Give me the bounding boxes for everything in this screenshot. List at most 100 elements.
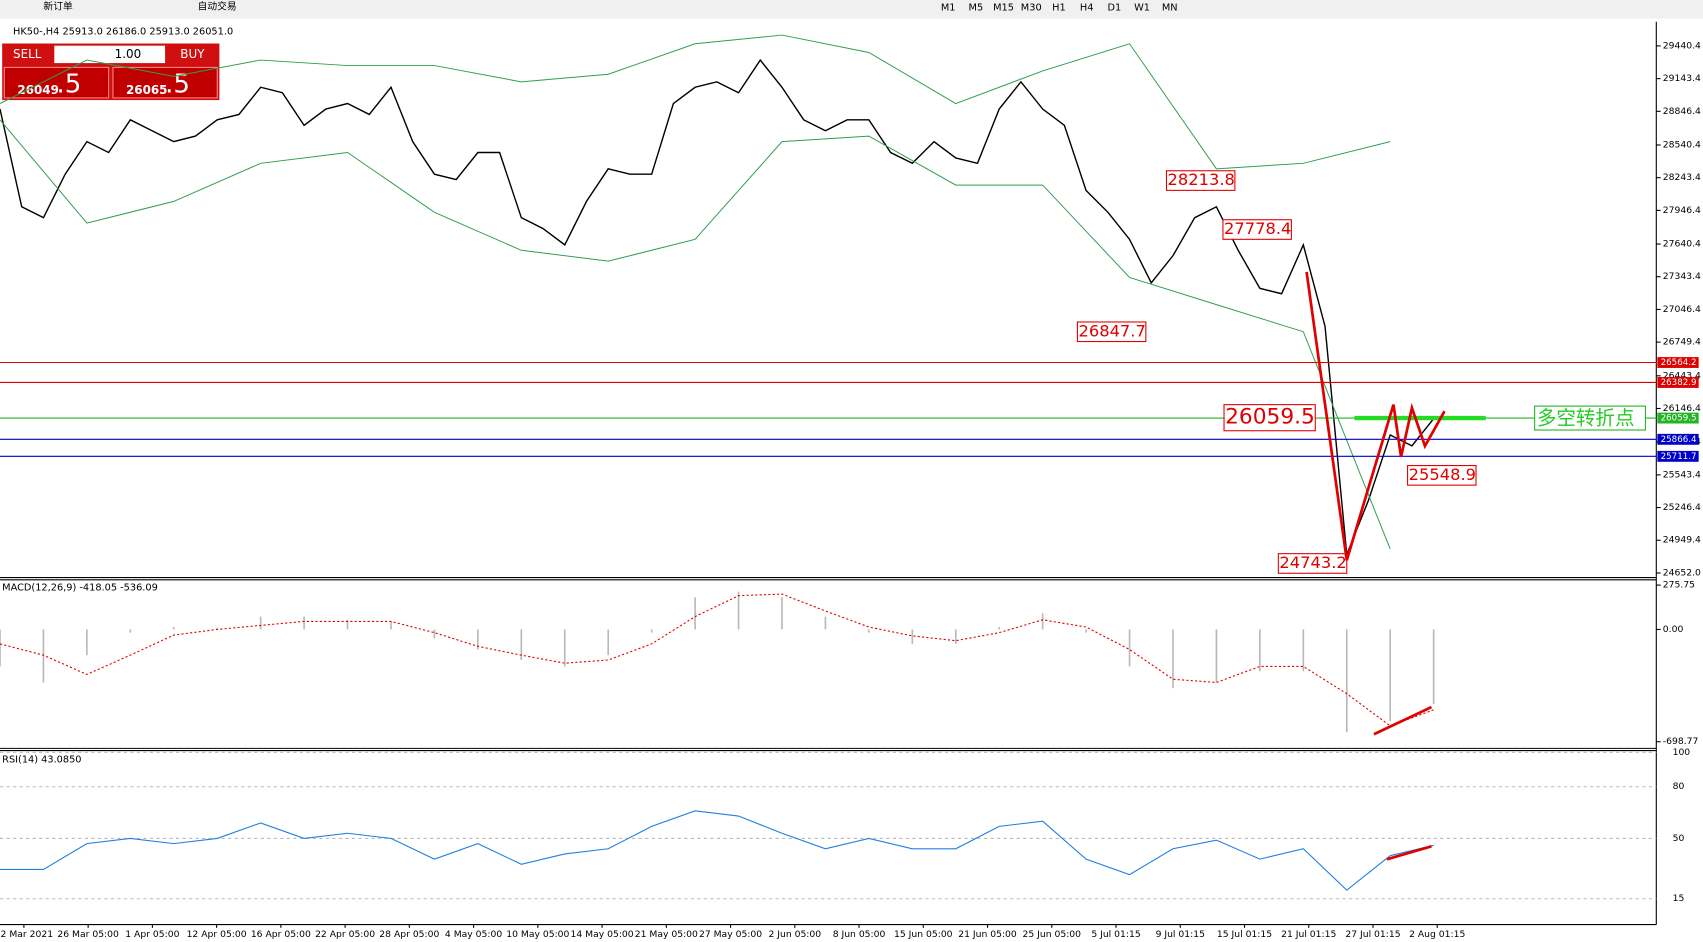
y-tick-label: -698.77 xyxy=(1663,736,1699,747)
x-tick-label: 4 May 05:00 xyxy=(445,929,502,940)
rsi-title: RSI(14) 43.0850 xyxy=(2,754,81,765)
x-tick-label: 16 Apr 05:00 xyxy=(251,929,311,940)
y-tick-label: 275.75 xyxy=(1663,580,1695,591)
lots-value[interactable]: 1.00 xyxy=(115,47,142,61)
timeframe-button[interactable]: M1 xyxy=(941,3,956,14)
y-tick-label: 29440.4 xyxy=(1663,40,1701,51)
level-tag xyxy=(1657,377,1699,388)
y-tick-label: 27946.4 xyxy=(1663,205,1701,216)
macd-title: MACD(12,26,9) -418.05 -536.09 xyxy=(2,582,158,593)
chart-header: HK50-,H4 25913.0 26186.0 25913.0 26051.0 xyxy=(13,27,233,38)
x-tick-label: 21 May 05:00 xyxy=(635,929,698,940)
timeframe-button[interactable]: M15 xyxy=(993,3,1014,14)
level-label: 26564.2 xyxy=(1661,358,1697,368)
timeframe-button[interactable]: D1 xyxy=(1107,3,1121,14)
y-tick-label: 24949.4 xyxy=(1663,535,1701,546)
auto-trade-button[interactable]: 自动交易 xyxy=(198,0,237,13)
y-tick-label: 28846.4 xyxy=(1663,106,1701,117)
x-tick-label: 10 May 05:00 xyxy=(506,929,569,940)
annotation: 26059.5 xyxy=(1225,405,1315,430)
y-tick-label: 25246.4 xyxy=(1663,502,1701,513)
x-tick-label: 12 Apr 05:00 xyxy=(187,929,247,940)
x-tick-label: 15 Jun 05:00 xyxy=(894,929,953,940)
price-line xyxy=(0,58,1435,555)
signal-line xyxy=(0,593,1434,727)
level-tag xyxy=(1657,433,1699,445)
y-tick-label: 100 xyxy=(1673,747,1691,758)
bid-price-big: .5 xyxy=(56,69,81,99)
timeframe-button[interactable]: W1 xyxy=(1134,3,1150,14)
trade-panel: SELL BUY 1.00 26049 .5 26065 .5 xyxy=(2,43,220,101)
rsi-line xyxy=(0,810,1434,891)
buy-button[interactable]: BUY xyxy=(180,47,205,61)
y-tick-label: 24652.0 xyxy=(1663,567,1701,578)
x-tick-label: 28 Apr 05:00 xyxy=(379,929,439,940)
annotation: 25548.9 xyxy=(1409,465,1476,484)
band-line xyxy=(0,119,1391,550)
level-tag xyxy=(1657,450,1699,462)
bid-price: 26049 xyxy=(17,83,58,97)
annotation-box xyxy=(1165,170,1236,191)
annotation: 24743.2 xyxy=(1279,553,1346,572)
x-tick-label: 15 Jul 01:15 xyxy=(1217,929,1272,940)
annotation: 28213.8 xyxy=(1168,170,1235,189)
arrow-path xyxy=(1305,271,1446,561)
annotation-box xyxy=(1277,553,1348,574)
y-tick-label: 27046.4 xyxy=(1663,304,1701,315)
x-tick-label: 25 Jun 05:00 xyxy=(1023,929,1082,940)
x-tick-label: 1 Apr 05:00 xyxy=(125,929,179,940)
timeframe-button[interactable]: H1 xyxy=(1052,3,1066,14)
y-tick-label: 26146.4 xyxy=(1663,403,1701,414)
macd-arrow xyxy=(1373,705,1433,736)
x-tick-label: 14 May 05:00 xyxy=(570,929,633,940)
drawn-arrows xyxy=(1305,271,1446,861)
annotation: 26847.7 xyxy=(1078,321,1145,340)
band-line xyxy=(0,34,1391,170)
toolbar xyxy=(0,0,1703,19)
annotation-box xyxy=(1223,404,1316,432)
timeframe-button[interactable]: M30 xyxy=(1021,3,1042,14)
x-tick-label: 9 Jul 01:15 xyxy=(1156,929,1206,940)
toolbar-items: 新订单 自动交易 M1 M5 M15 M30 H1 H4 D1 W1 MN xyxy=(43,0,1177,14)
y-tick-label: 29143.4 xyxy=(1663,73,1701,84)
timeframe-button[interactable]: H4 xyxy=(1080,3,1094,14)
y-tick-label: 0.00 xyxy=(1663,624,1684,635)
x-tick-label: 5 Jul 01:15 xyxy=(1091,929,1141,940)
x-tick-label: 22 Mar 2021 xyxy=(0,929,53,940)
new-order-button[interactable]: 新订单 xyxy=(43,0,73,13)
pivot-label: 多空转折点 xyxy=(1537,407,1635,430)
pivot-box xyxy=(1534,405,1646,431)
y-tick-label: 27343.4 xyxy=(1663,271,1701,282)
annotation: 27778.4 xyxy=(1224,219,1291,238)
x-tick-label: 2 Jun 05:00 xyxy=(768,929,821,940)
level-label: 25866.4 xyxy=(1661,435,1697,445)
y-tick-label: 28540.4 xyxy=(1663,139,1701,150)
y-tick-label: 27640.4 xyxy=(1663,239,1701,250)
x-tick-label: 8 Jun 05:00 xyxy=(833,929,886,940)
annotation-box xyxy=(1407,465,1477,486)
x-tick-label: 27 May 05:00 xyxy=(699,929,762,940)
annotation-box xyxy=(1076,321,1147,343)
level-tag xyxy=(1657,357,1699,368)
annotation-box xyxy=(1222,219,1292,240)
sell-button[interactable]: SELL xyxy=(13,47,42,61)
x-tick-label: 27 Jul 01:15 xyxy=(1345,929,1400,940)
x-tick-label: 21 Jun 05:00 xyxy=(958,929,1017,940)
lots-input[interactable] xyxy=(54,45,166,64)
rsi-arrow xyxy=(1386,844,1432,861)
level-label: 26382.9 xyxy=(1661,378,1697,388)
timeframe-button[interactable]: MN xyxy=(1162,3,1178,14)
y-tick-label: 80 xyxy=(1673,781,1685,792)
timeframe-button[interactable]: M5 xyxy=(969,3,984,14)
x-tick-label: 22 Apr 05:00 xyxy=(315,929,375,940)
level-label: 25711.7 xyxy=(1661,452,1697,462)
ask-price: 26065 xyxy=(126,83,167,97)
level-tag xyxy=(1657,412,1699,424)
y-tick-label: 25543.4 xyxy=(1663,469,1701,480)
level-label: 26059.5 xyxy=(1661,414,1697,424)
buy-box[interactable] xyxy=(112,66,218,99)
y-tick-label: 26443.4 xyxy=(1663,370,1701,381)
x-tick-label: 26 Mar 05:00 xyxy=(57,929,119,940)
